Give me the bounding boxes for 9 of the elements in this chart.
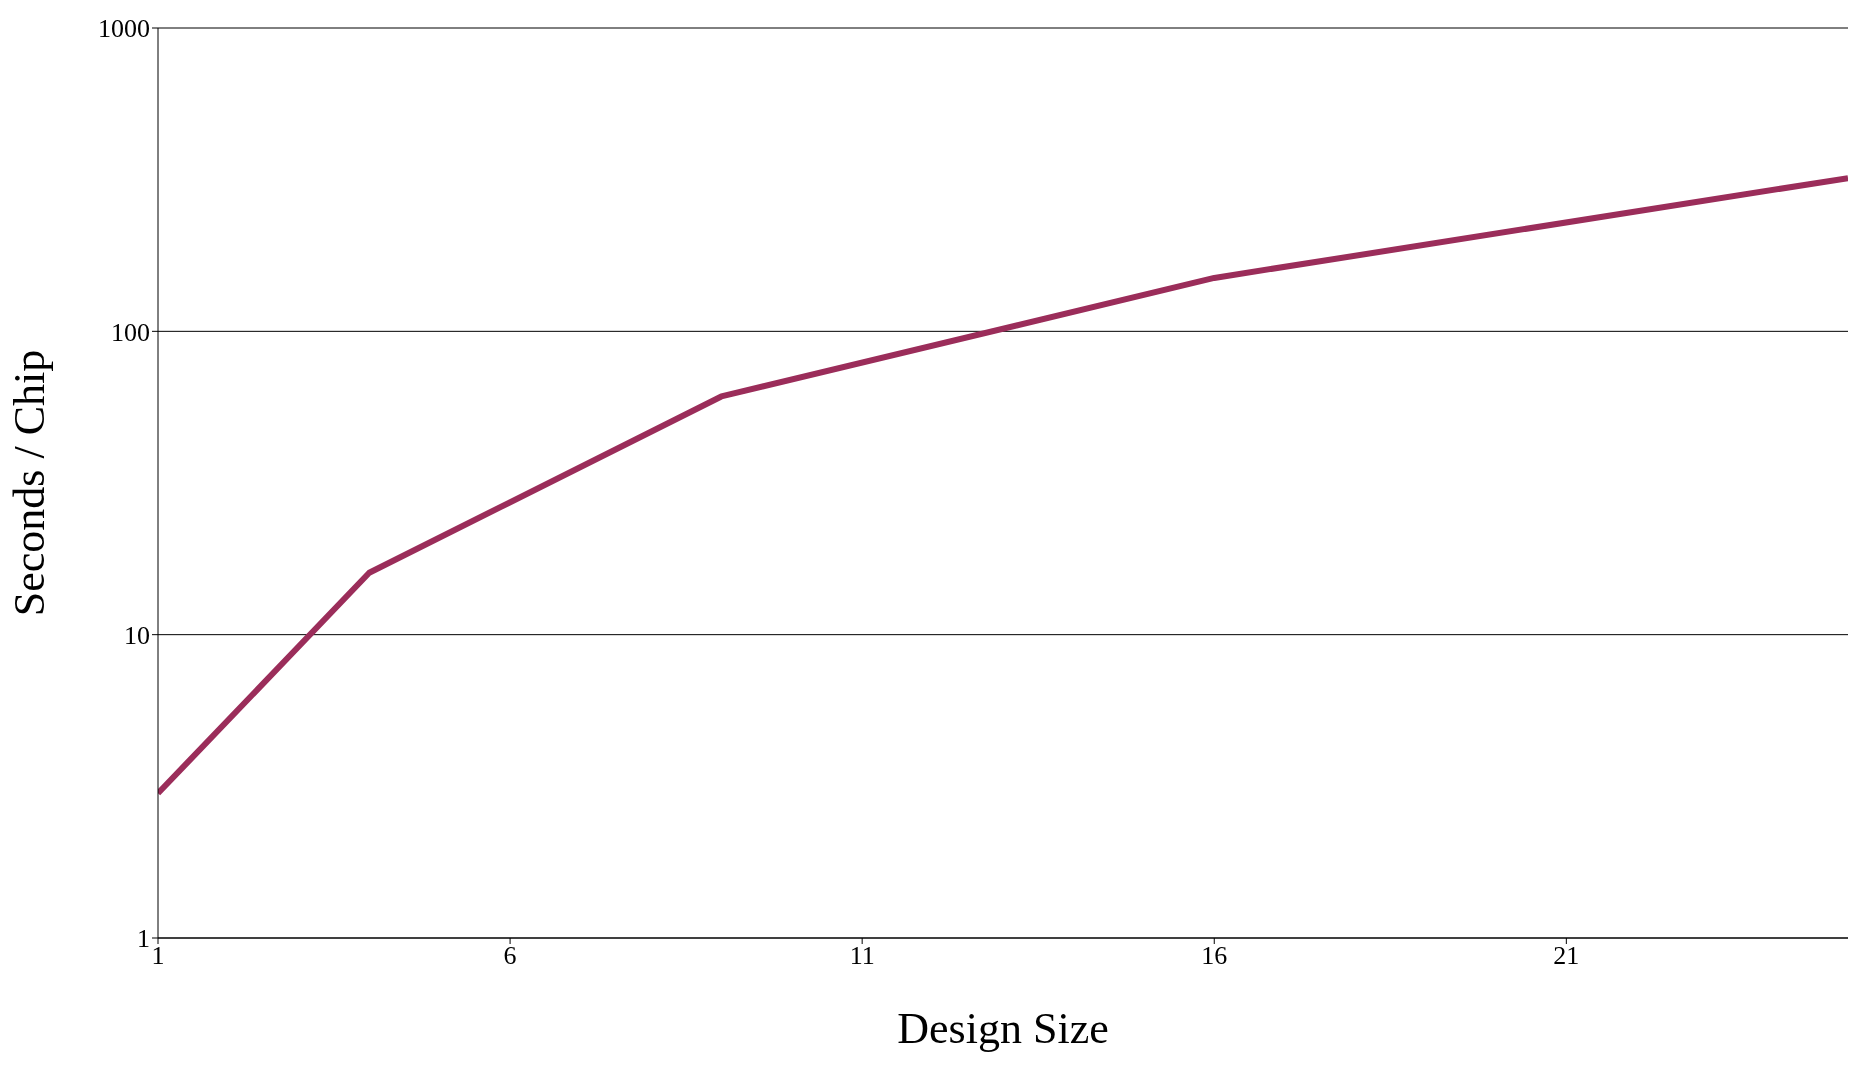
x-axis-title: Design Size <box>897 1004 1109 1053</box>
y-tick-label: 100 <box>111 317 150 347</box>
x-tick-label: 21 <box>1553 941 1580 971</box>
x-tick-label: 16 <box>1201 941 1228 971</box>
x-tick-label: 11 <box>849 941 875 971</box>
y-tick-label: 1000 <box>98 14 150 44</box>
y-tick-label: 10 <box>124 620 150 650</box>
y-axis-title: Seconds / Chip <box>4 349 54 617</box>
x-tick-label: 6 <box>503 941 517 971</box>
